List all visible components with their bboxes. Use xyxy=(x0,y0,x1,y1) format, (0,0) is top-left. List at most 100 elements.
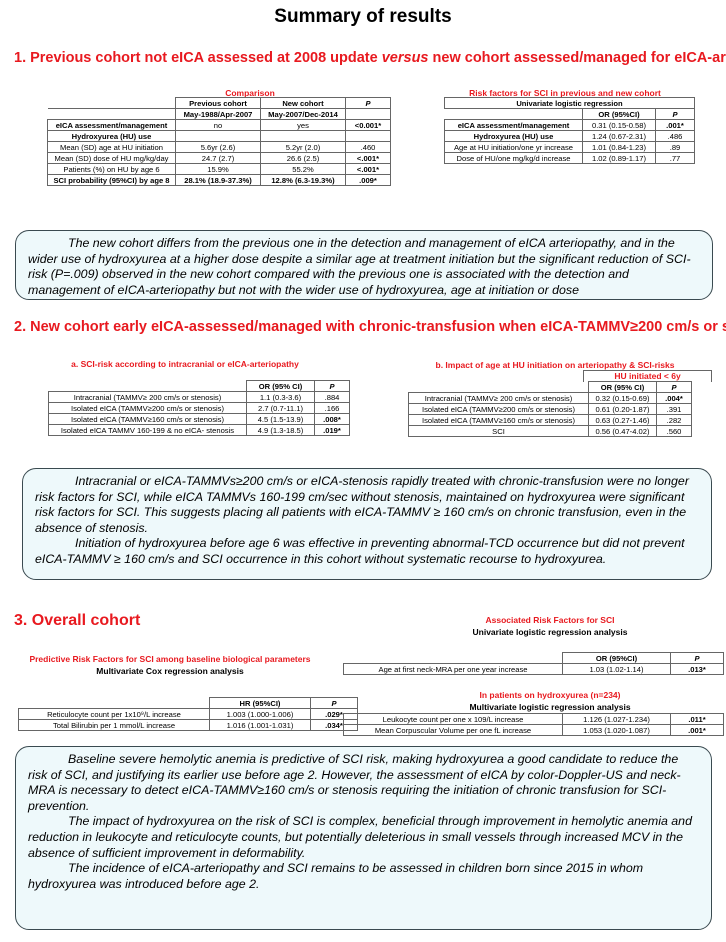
table-cell: Age at first neck-MRA per one year incre… xyxy=(343,663,563,675)
table-cell: Isolated eICA (TAMMV≥160 cm/s or stenosi… xyxy=(408,414,589,426)
table-cell: .011* xyxy=(670,713,724,725)
header-cell xyxy=(18,697,210,709)
table-caption: Risk factors for SCI in previous and new… xyxy=(469,88,661,98)
table-row: eICA assessment/management no yes <0.001* xyxy=(47,119,391,131)
table-header-row: Univariate logistic regression xyxy=(444,97,695,109)
table: Leukocyte count per one x 109/L increase… xyxy=(343,713,724,736)
table: Previous cohort New cohort P May-1988/Apr-2… xyxy=(47,97,391,186)
table-subtitle: Univariate logistic regression analysis xyxy=(472,627,628,637)
table-header-row: May-1988/Apr-2007 May-2007/Dec-2014 xyxy=(47,108,391,120)
section-1-heading: 1. Previous cohort not eICA assessed at … xyxy=(14,50,726,66)
table-header-row: Previous cohort New cohort P xyxy=(47,97,391,109)
table-cell: 1.03 (1.02-1.14) xyxy=(562,663,671,675)
table-row: Mean (SD) dose of HU mg/kg/day 24.7 (2.7)… xyxy=(47,152,391,164)
table-cell: Dose of HU/one mg/kg/d increase xyxy=(444,152,583,164)
table-cell: 1.24 (0.67-2.31) xyxy=(582,130,656,142)
table-cell xyxy=(175,130,261,142)
header-cell xyxy=(444,108,583,120)
header-cell: P xyxy=(314,380,350,392)
table-cell: 0.31 (0.15-0.58) xyxy=(582,119,656,131)
table-row: Total Bilirubin per 1 mmol/L increase 1.0… xyxy=(18,719,358,731)
table-cell: Isolated eICA TAMMV 160-199 & no eICA- s… xyxy=(48,424,247,436)
header-cell: OR (95% CI) xyxy=(246,380,315,392)
header-cell: P xyxy=(345,97,391,109)
header-cell: OR (95% CI) xyxy=(588,381,657,393)
table-cell: .013* xyxy=(670,663,724,675)
table-cell: Leukocyte count per one x 109/L increase xyxy=(343,713,563,725)
heading-text: new cohort assessed/managed for eICA-art… xyxy=(432,50,726,66)
table-cell: Intracranial (TAMMV≥ 200 cm/s or stenosi… xyxy=(48,391,247,403)
table-header-row: OR (95%CI) P xyxy=(444,108,695,120)
table-row: Dose of HU/one mg/kg/d increase 1.02 (0.8… xyxy=(444,152,695,164)
table-cell: 26.6 (2.5) xyxy=(260,152,346,164)
table-row: Isolated eICA TAMMV 160-199 & no eICA- s… xyxy=(48,424,350,436)
summary-paragraph: Initiation of hydroxyurea before age 6 w… xyxy=(35,536,685,566)
table-cell: <.001* xyxy=(345,163,391,175)
table-cell: 0.56 (0.47-4.02) xyxy=(588,425,657,437)
table-cell: .166 xyxy=(314,402,350,414)
table-cell: 1.016 (1.001-1.031) xyxy=(209,719,311,731)
table-subtitle: Multivariate logistic regression analysi… xyxy=(469,702,631,712)
table-row: Mean Corpuscular Volume per one fL incre… xyxy=(343,724,724,736)
table-cell: .008* xyxy=(314,413,350,425)
header-cell xyxy=(47,108,176,120)
table-cell: 55.2% xyxy=(260,163,346,175)
summary-paragraph: The incidence of eICA-arteriopathy and S… xyxy=(28,861,644,891)
table-row: SCI probability (95%CI) by age 8 28.1% (1… xyxy=(47,174,391,186)
header-cell: May-1988/Apr-2007 xyxy=(175,108,261,120)
table-cell: Isolated eICA (TAMMV≥160 cm/s or stenosi… xyxy=(48,413,247,425)
table-cell: .004* xyxy=(656,392,692,404)
table-cell: .391 xyxy=(656,403,692,415)
table-row: Reticulocyte count per 1x10⁹/L increase 1… xyxy=(18,708,358,720)
header-cell: May-2007/Dec-2014 xyxy=(260,108,346,120)
table-row: eICA assessment/management 0.31 (0.15-0.5… xyxy=(444,119,695,131)
table-row: Hydroxyurea (HU) use 1.24 (0.67-2.31) .486 xyxy=(444,130,695,142)
summary-paragraph: The new cohort differs from the previous… xyxy=(28,236,691,297)
table-cell: Mean (SD) age at HU initiation xyxy=(47,141,176,153)
table-cell: .460 xyxy=(345,141,391,153)
header-cell: OR (95%CI) xyxy=(562,652,671,664)
table-cell: 1.003 (1.000-1.006) xyxy=(209,708,311,720)
table-cell: 1.01 (0.84-1.23) xyxy=(582,141,656,153)
table-row: Hydroxyurea (HU) use xyxy=(47,130,391,142)
table-cell: Hydroxyurea (HU) use xyxy=(47,130,176,142)
header-cell xyxy=(408,381,589,393)
table: OR (95% CI) P Intracranial (TAMMV≥ 200 cm/… xyxy=(408,381,692,437)
table-cell: Intracranial (TAMMV≥ 200 cm/s or stenosi… xyxy=(408,392,589,404)
table-cell: 0.32 (0.15-0.69) xyxy=(588,392,657,404)
table-cell: eICA assessment/management xyxy=(47,119,176,131)
table-cell: 1.1 (0.3-3.6) xyxy=(246,391,315,403)
summary-box-1: The new cohort differs from the previous… xyxy=(15,230,713,300)
table-cell: .282 xyxy=(656,414,692,426)
table: OR (95% CI) P Intracranial (TAMMV≥ 200 cm/… xyxy=(48,380,350,436)
table-cell: Mean (SD) dose of HU mg/kg/day xyxy=(47,152,176,164)
table-cell xyxy=(345,130,391,142)
table-cell: 1.126 (1.027-1.234) xyxy=(562,713,671,725)
table-caption: Predictive Risk Factors for SCI among ba… xyxy=(29,654,311,664)
table-cell: 0.63 (0.27-1.46) xyxy=(588,414,657,426)
table-cell: 5.6yr (2.6) xyxy=(175,141,261,153)
table-row: Patients (%) on HU by age 6 15.9% 55.2% <.0… xyxy=(47,163,391,175)
table-header-row: HR (95%CI) P xyxy=(18,697,358,709)
table-cell: .001* xyxy=(655,119,695,131)
header-cell: New cohort xyxy=(260,97,346,109)
table-cell: .001* xyxy=(670,724,724,736)
table-cell: yes xyxy=(260,119,346,131)
table-cell: .009* xyxy=(345,174,391,186)
header-cell xyxy=(343,652,563,664)
table: Univariate logistic regression OR (95%CI)… xyxy=(444,97,695,164)
table-header-row: OR (95%CI) P xyxy=(343,652,724,664)
table-cell: Reticulocyte count per 1x10⁹/L increase xyxy=(18,708,210,720)
table-cell: eICA assessment/management xyxy=(444,119,583,131)
table-cell: SCI xyxy=(408,425,589,437)
table-caption: Comparison xyxy=(225,88,275,98)
table-cell xyxy=(260,130,346,142)
table-cell: 15.9% xyxy=(175,163,261,175)
table-caption: b. Impact of age at HU initiation on art… xyxy=(435,360,675,370)
table-cell: Total Bilirubin per 1 mmol/L increase xyxy=(18,719,210,731)
table-cell: <0.001* xyxy=(345,119,391,131)
header-cell: P xyxy=(670,652,724,664)
table-cell: Hydroxyurea (HU) use xyxy=(444,130,583,142)
table-cell: 4.9 (1.3-18.5) xyxy=(246,424,315,436)
header-cell: P xyxy=(655,108,695,120)
